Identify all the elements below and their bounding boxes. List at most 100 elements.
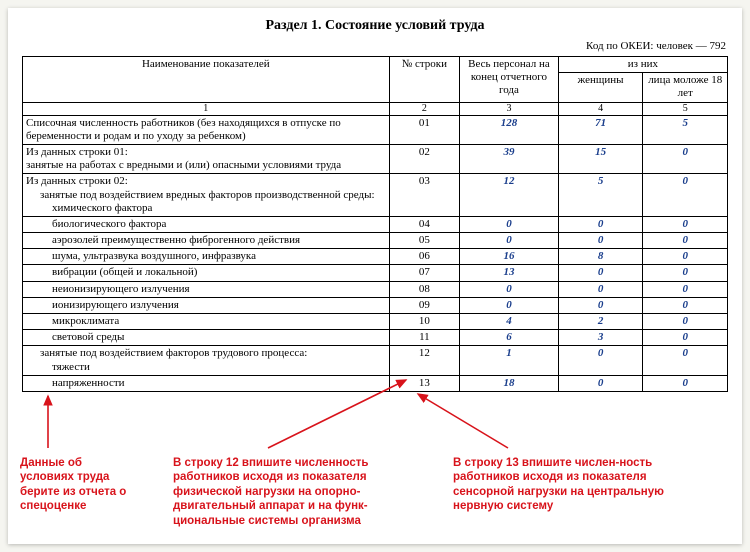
table-row: шума, ультразвука воздушного, инфразвука… <box>23 249 728 265</box>
colnum-5: 5 <box>643 102 728 115</box>
value-women: 0 <box>558 346 643 375</box>
okei-code: Код по ОКЕИ: человек — 792 <box>22 40 726 52</box>
col-header-women: женщины <box>558 73 643 102</box>
row-number: 09 <box>389 297 460 313</box>
table-row: аэрозолей преимущественно фиброгенного д… <box>23 233 728 249</box>
value-women: 0 <box>558 281 643 297</box>
table-row: Списочная численность работников (без на… <box>23 115 728 144</box>
value-total: 6 <box>460 330 559 346</box>
table-row: напряженности131800 <box>23 375 728 391</box>
value-under18: 0 <box>643 144 728 173</box>
table-row: микроклимата10420 <box>23 314 728 330</box>
value-women: 0 <box>558 216 643 232</box>
value-total: 16 <box>460 249 559 265</box>
value-total: 0 <box>460 297 559 313</box>
row-label: Из данных строки 02:занятые под воздейст… <box>23 174 390 217</box>
value-women: 0 <box>558 265 643 281</box>
row-label: Из данных строки 01:занятые на работах с… <box>23 144 390 173</box>
value-under18: 0 <box>643 216 728 232</box>
value-under18: 0 <box>643 330 728 346</box>
document-page: Раздел 1. Состояние условий труда Код по… <box>8 8 742 544</box>
value-under18: 0 <box>643 233 728 249</box>
annotation-3: В строку 13 впишите числен-ность работни… <box>453 456 678 514</box>
table-row: занятые под воздействием факторов трудов… <box>23 346 728 375</box>
row-label: биологического фактора <box>23 216 390 232</box>
table-row: ионизирующего излучения09000 <box>23 297 728 313</box>
value-under18: 0 <box>643 297 728 313</box>
value-under18: 0 <box>643 174 728 217</box>
colnum-1: 1 <box>23 102 390 115</box>
table-header: Наименование показателей № строки Весь п… <box>23 57 728 116</box>
colnum-2: 2 <box>389 102 460 115</box>
row-label: микроклимата <box>23 314 390 330</box>
value-under18: 0 <box>643 265 728 281</box>
value-women: 8 <box>558 249 643 265</box>
value-total: 1 <box>460 346 559 375</box>
row-number: 01 <box>389 115 460 144</box>
value-women: 2 <box>558 314 643 330</box>
col-header-under18: лица моложе 18 лет <box>643 73 728 102</box>
value-under18: 0 <box>643 346 728 375</box>
column-number-row: 1 2 3 4 5 <box>23 102 728 115</box>
value-total: 13 <box>460 265 559 281</box>
row-label: аэрозолей преимущественно фиброгенного д… <box>23 233 390 249</box>
row-number: 04 <box>389 216 460 232</box>
section-title: Раздел 1. Состояние условий труда <box>22 18 728 34</box>
row-number: 12 <box>389 346 460 375</box>
value-under18: 0 <box>643 249 728 265</box>
row-label: световой среды <box>23 330 390 346</box>
conditions-table: Наименование показателей № строки Весь п… <box>22 56 728 392</box>
arrow-3 <box>418 394 508 448</box>
annotation-1: Данные об условиях труда берите из отчет… <box>20 456 130 514</box>
value-women: 0 <box>558 297 643 313</box>
col-header-name: Наименование показателей <box>23 57 390 103</box>
value-total: 0 <box>460 281 559 297</box>
row-number: 03 <box>389 174 460 217</box>
row-number: 05 <box>389 233 460 249</box>
row-number: 11 <box>389 330 460 346</box>
value-under18: 0 <box>643 314 728 330</box>
row-number: 08 <box>389 281 460 297</box>
table-row: Из данных строки 02:занятые под воздейст… <box>23 174 728 217</box>
row-number: 02 <box>389 144 460 173</box>
row-number: 10 <box>389 314 460 330</box>
value-total: 12 <box>460 174 559 217</box>
row-label: Списочная численность работников (без на… <box>23 115 390 144</box>
table-row: световой среды11630 <box>23 330 728 346</box>
colnum-3: 3 <box>460 102 559 115</box>
col-header-total: Весь персонал на конец отчетного года <box>460 57 559 103</box>
value-women: 5 <box>558 174 643 217</box>
value-total: 18 <box>460 375 559 391</box>
col-header-rownum: № строки <box>389 57 460 103</box>
value-women: 15 <box>558 144 643 173</box>
row-label: занятые под воздействием факторов трудов… <box>23 346 390 375</box>
row-number: 13 <box>389 375 460 391</box>
table-row: биологического фактора04000 <box>23 216 728 232</box>
table-body: Списочная численность работников (без на… <box>23 115 728 391</box>
row-label: напряженности <box>23 375 390 391</box>
value-under18: 0 <box>643 281 728 297</box>
table-row: вибрации (общей и локальной)071300 <box>23 265 728 281</box>
value-total: 128 <box>460 115 559 144</box>
row-label: вибрации (общей и локальной) <box>23 265 390 281</box>
value-under18: 5 <box>643 115 728 144</box>
row-label: неионизирующего излучения <box>23 281 390 297</box>
value-women: 71 <box>558 115 643 144</box>
row-label: шума, ультразвука воздушного, инфразвука <box>23 249 390 265</box>
value-women: 3 <box>558 330 643 346</box>
value-women: 0 <box>558 233 643 249</box>
row-number: 06 <box>389 249 460 265</box>
value-under18: 0 <box>643 375 728 391</box>
value-total: 0 <box>460 233 559 249</box>
value-total: 0 <box>460 216 559 232</box>
value-total: 39 <box>460 144 559 173</box>
col-header-ofwhich: из них <box>558 57 727 73</box>
annotation-2: В строку 12 впишите численность работник… <box>173 456 408 528</box>
row-number: 07 <box>389 265 460 281</box>
value-women: 0 <box>558 375 643 391</box>
table-row: неионизирующего излучения08000 <box>23 281 728 297</box>
row-label: ионизирующего излучения <box>23 297 390 313</box>
value-total: 4 <box>460 314 559 330</box>
colnum-4: 4 <box>558 102 643 115</box>
table-row: Из данных строки 01:занятые на работах с… <box>23 144 728 173</box>
